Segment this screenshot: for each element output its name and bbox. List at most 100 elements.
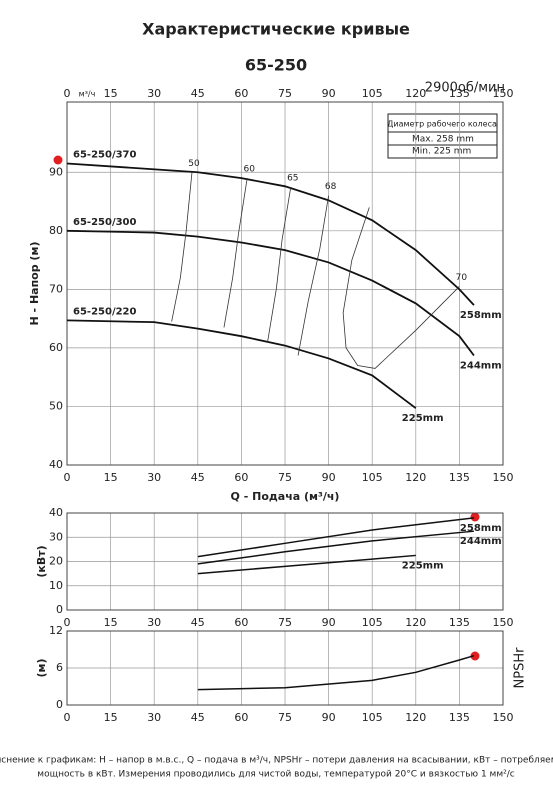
y-axis-label: (кВт) [35, 545, 48, 577]
x-tick-label: 90 [322, 616, 336, 629]
curve-name: 244mm [460, 536, 502, 547]
x-tick-label-top: 90 [322, 87, 336, 100]
curve-name: 70 [456, 273, 468, 283]
y-tick-label: 90 [49, 165, 63, 178]
plot-frame [66, 101, 504, 466]
curve-name: 60 [243, 165, 255, 175]
y-tick-label: 40 [49, 506, 63, 519]
y-axis-label: H - Напор (м) [28, 242, 41, 326]
page-title: Характеристические кривые [142, 20, 410, 39]
plot-frame [66, 512, 504, 611]
curve [197, 554, 416, 575]
x-tick-label: 90 [322, 471, 336, 484]
curve-label: 65-250/220 [73, 306, 137, 317]
x-tick-label: 135 [449, 471, 470, 484]
curve [197, 530, 475, 565]
curve-name: 50 [188, 159, 200, 169]
legend-title: Диаметр рабочего колеса [387, 120, 497, 129]
y-tick-label: 0 [56, 603, 63, 616]
curve-label: 65-250/370 [73, 149, 137, 160]
x-tick-label: 90 [322, 711, 336, 724]
x-tick-label: 15 [104, 616, 118, 629]
x-tick-label: 15 [104, 471, 118, 484]
plot-frame [66, 630, 504, 706]
x-tick-label-top: 150 [493, 87, 514, 100]
curve [66, 162, 475, 306]
x-tick-label: 105 [362, 471, 383, 484]
y-tick-label: 0 [56, 698, 63, 711]
y-axis-label: (м) [35, 658, 48, 677]
x-tick-label: 30 [147, 616, 161, 629]
curve [297, 195, 329, 356]
x-tick-label-top: 120 [405, 87, 426, 100]
x-tick-label: 45 [191, 471, 205, 484]
curve-name: 244mm [460, 361, 502, 372]
curve-label: 65-250/300 [73, 217, 137, 228]
x-tick-label-top: 105 [362, 87, 383, 100]
curve [66, 229, 475, 357]
x-tick-label: 15 [104, 711, 118, 724]
marker-dot [53, 155, 63, 165]
x-tick-label: 75 [278, 616, 292, 629]
y-tick-label: 6 [56, 661, 63, 674]
x-tick-label-top: 135 [449, 87, 470, 100]
x-tick-label: 0 [64, 711, 71, 724]
x-tick-label: 60 [234, 711, 248, 724]
legend-box [387, 113, 498, 159]
curve [267, 186, 292, 343]
speed: 2900об/мин [425, 81, 505, 96]
y-tick-label: 50 [49, 399, 63, 412]
y-tick-label: 60 [49, 341, 63, 354]
curve [197, 517, 475, 558]
y-tick-label: 30 [49, 530, 63, 543]
x-tick-label: 120 [405, 711, 426, 724]
x-tick-label: 150 [493, 616, 514, 629]
x-tick-label: 75 [278, 711, 292, 724]
x-axis-label: Q - Подача (м³/ч) [231, 490, 340, 503]
x-tick-label: 30 [147, 711, 161, 724]
x-tick-label: 75 [278, 471, 292, 484]
x-tick-label-top: 30 [147, 87, 161, 100]
right-axis-label: NPSHr [513, 647, 528, 689]
x-tick-label-top: 60 [234, 87, 248, 100]
model: 65-250 [245, 56, 307, 75]
curve-name: 225mm [402, 560, 444, 571]
x-tick-label-top: 15 [104, 87, 118, 100]
curve [197, 654, 475, 691]
x-tick-label: 135 [449, 616, 470, 629]
curve-name: 68 [325, 182, 337, 192]
x-tick-label-top: 0 [64, 87, 71, 100]
y-tick-label: 80 [49, 224, 63, 237]
marker-dot [470, 651, 480, 661]
x-tick-label-top: 75 [278, 87, 292, 100]
x-tick-label: 45 [191, 711, 205, 724]
x-tick-label: 135 [449, 711, 470, 724]
x-tick-label: 0 [64, 616, 71, 629]
curve-name: 258mm [460, 310, 502, 321]
x-tick-label: 150 [493, 471, 514, 484]
note: мощность в кВт. Измерения проводились дл… [37, 770, 514, 780]
curve-name: 258mm [460, 523, 502, 534]
legend-min: Min. 225 mm [412, 147, 471, 157]
x-tick-label: 45 [191, 616, 205, 629]
y-tick-label: 20 [49, 555, 63, 568]
curve [171, 172, 193, 322]
y-tick-label: 10 [49, 579, 63, 592]
x-tick-label: 120 [405, 471, 426, 484]
x-tick-label: 0 [64, 471, 71, 484]
x-tick-label: 105 [362, 616, 383, 629]
x-tick-label: 60 [234, 471, 248, 484]
curve-name: 225mm [402, 413, 444, 424]
legend-max: Max. 258 mm [412, 135, 474, 145]
curve [223, 178, 248, 328]
note: Пояснение к графикам: H – напор в м.в.с.… [0, 756, 553, 766]
curve [342, 207, 460, 369]
curve [66, 319, 417, 409]
x-tick-label: 60 [234, 616, 248, 629]
x-tick-label: 120 [405, 616, 426, 629]
y-tick-label: 40 [49, 458, 63, 471]
curve-name: 65 [287, 173, 298, 183]
x-unit: м³/ч [79, 90, 96, 99]
x-tick-label: 150 [493, 711, 514, 724]
